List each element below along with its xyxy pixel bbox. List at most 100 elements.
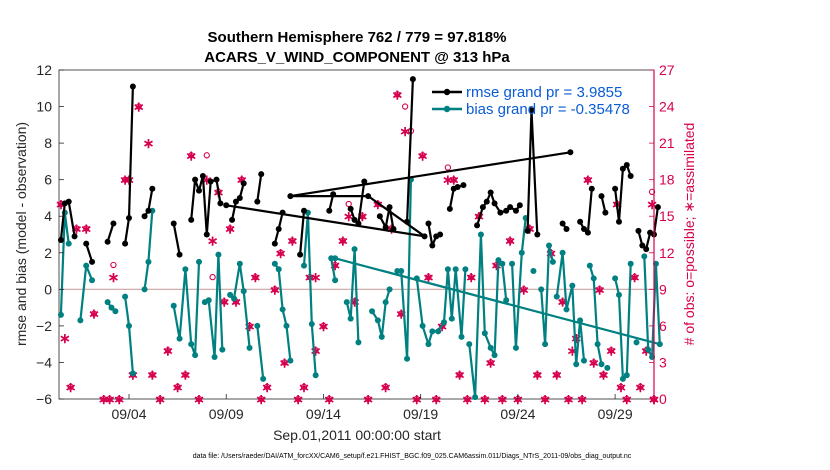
obs-possible-marker	[578, 395, 586, 403]
bias-point	[170, 302, 177, 309]
obs-possible-marker	[221, 298, 228, 305]
obs-possible-marker	[433, 395, 440, 403]
bias-line-segment	[555, 251, 586, 366]
bias-line-segment	[143, 210, 154, 290]
obs-possible-marker	[608, 347, 615, 354]
obs-assimilated-marker: ∗	[531, 367, 543, 383]
rmse-line-segment	[406, 79, 414, 222]
obs-assimilated-marker: ∗	[230, 294, 242, 310]
obs-assimilated-marker: ∗	[576, 391, 588, 407]
obs-assimilated-marker: ∗	[551, 367, 563, 383]
bias-line-segment	[172, 261, 201, 357]
obs-assimilated-marker: ∗	[479, 391, 491, 407]
obs-possible-marker	[365, 395, 372, 403]
y-tick-label: 0	[44, 281, 52, 297]
obs-possible-marker	[444, 164, 452, 171]
obs-assimilated-marker: ∗	[123, 172, 135, 188]
obs-assimilated-marker: ∗	[496, 391, 508, 407]
obs-assimilated-marker: ∗	[621, 391, 633, 407]
obs-possible-marker	[135, 103, 142, 110]
obs-assimilated-marker: ∗	[399, 123, 411, 139]
obs-possible-marker	[623, 395, 630, 403]
rmse-point	[297, 251, 304, 258]
rmse-line-segment	[273, 212, 284, 244]
obs-assimilated-marker: ∗	[193, 391, 205, 407]
bias-line-segment	[397, 179, 412, 360]
bias-point	[549, 258, 556, 265]
bias-point	[612, 275, 619, 282]
obs-assimilated-marker: ∗	[635, 379, 647, 395]
obs-assimilated-marker: ∗	[337, 233, 349, 249]
obs-possible-marker	[320, 322, 327, 330]
obs-assimilated-marker: ∗	[279, 354, 291, 370]
obs-possible-marker	[584, 176, 592, 183]
y-tick-label: 2	[44, 245, 52, 261]
bias-point	[530, 268, 537, 275]
obs-assimilated-marker: ∗	[108, 269, 120, 285]
obs-assimilated-marker: ∗	[80, 220, 92, 236]
obs-assimilated-marker: ∗	[461, 391, 473, 407]
obs-assimilated-marker: ∗	[88, 306, 100, 322]
footnote: data file: /Users/raeder/DAI/ATM_forcXX/…	[193, 453, 632, 460]
chart-title: Southern Hemisphere 762 / 779 = 97.818%	[208, 29, 507, 46]
rmse-point	[258, 171, 265, 178]
obs-assimilated-marker: ∗	[133, 99, 145, 115]
rmse-line-segment	[349, 181, 366, 225]
bias-line-segment	[302, 211, 317, 376]
y2-tick-label: 24	[659, 99, 675, 115]
obs-assimilated-marker: ∗	[119, 172, 131, 188]
obs-possible-marker	[520, 286, 527, 293]
obs-assimilated-marker: ∗	[362, 391, 374, 407]
obs-assimilated-marker: ∗	[629, 269, 641, 285]
y2-tick-label: 0	[659, 391, 667, 407]
obs-possible-marker	[67, 383, 74, 390]
rmse-line-segment	[476, 191, 521, 226]
x-tick-label: 09/29	[598, 406, 633, 422]
rmse-point	[271, 240, 278, 247]
obs-assimilated-marker: ∗	[504, 233, 516, 249]
obs-assimilated-marker: ∗	[356, 208, 368, 224]
bias-line-segment	[540, 244, 554, 346]
legend: rmse grand pr = 3.9855 bias grand pr = -…	[432, 84, 630, 118]
obs-possible-marker	[487, 359, 494, 366]
bias-line-segment	[204, 253, 224, 359]
y2-tick-label: 27	[659, 62, 675, 78]
x-tick-label: 09/09	[209, 406, 244, 422]
obs-possible-marker	[263, 383, 271, 390]
bias-point	[219, 346, 226, 353]
y-tick-label: 10	[36, 99, 52, 115]
bias-point	[141, 286, 148, 293]
y2-axis-label: # of obs: o=possible; ∗=assimilated	[681, 123, 697, 346]
bias-line-segment	[124, 296, 134, 374]
obs-assimilated-marker: ∗	[594, 281, 606, 297]
y-tick-label: 4	[44, 208, 52, 224]
y2-tick-label: 21	[659, 135, 675, 151]
obs-possible-marker	[419, 152, 426, 159]
obs-assimilated-marker: ∗	[430, 391, 442, 407]
bias-line-segment	[345, 248, 360, 343]
obs-assimilated-marker: ∗	[224, 220, 236, 236]
obs-possible-marker	[565, 395, 572, 403]
y2-tick-label: 3	[659, 354, 667, 370]
y-axis-label: rmse and bias (model - observation)	[13, 122, 29, 346]
obs-assimilated-marker: ∗	[104, 391, 116, 407]
obs-possible-marker	[289, 237, 296, 244]
obs-assimilated-marker: ∗	[563, 391, 575, 407]
obs-possible-marker	[590, 359, 597, 366]
rmse-line-segment	[256, 174, 263, 202]
bias-point	[57, 311, 64, 318]
obs-assimilated-marker: ∗	[454, 367, 466, 383]
obs-possible-marker	[106, 395, 113, 403]
obs-assimilated-marker: ∗	[417, 147, 429, 163]
obs-assimilated-marker: ∗	[557, 294, 569, 310]
rmse-point	[361, 178, 368, 185]
x-tick-label: 09/14	[306, 406, 341, 422]
bias-point	[246, 344, 253, 351]
bias-point	[129, 370, 136, 377]
obs-assimilated-marker: ∗	[391, 86, 403, 102]
obs-assimilated-marker: ∗	[146, 367, 158, 383]
bias-line-segment	[106, 301, 117, 313]
rmse-point	[524, 227, 531, 234]
rmse-line-segment	[448, 184, 464, 210]
